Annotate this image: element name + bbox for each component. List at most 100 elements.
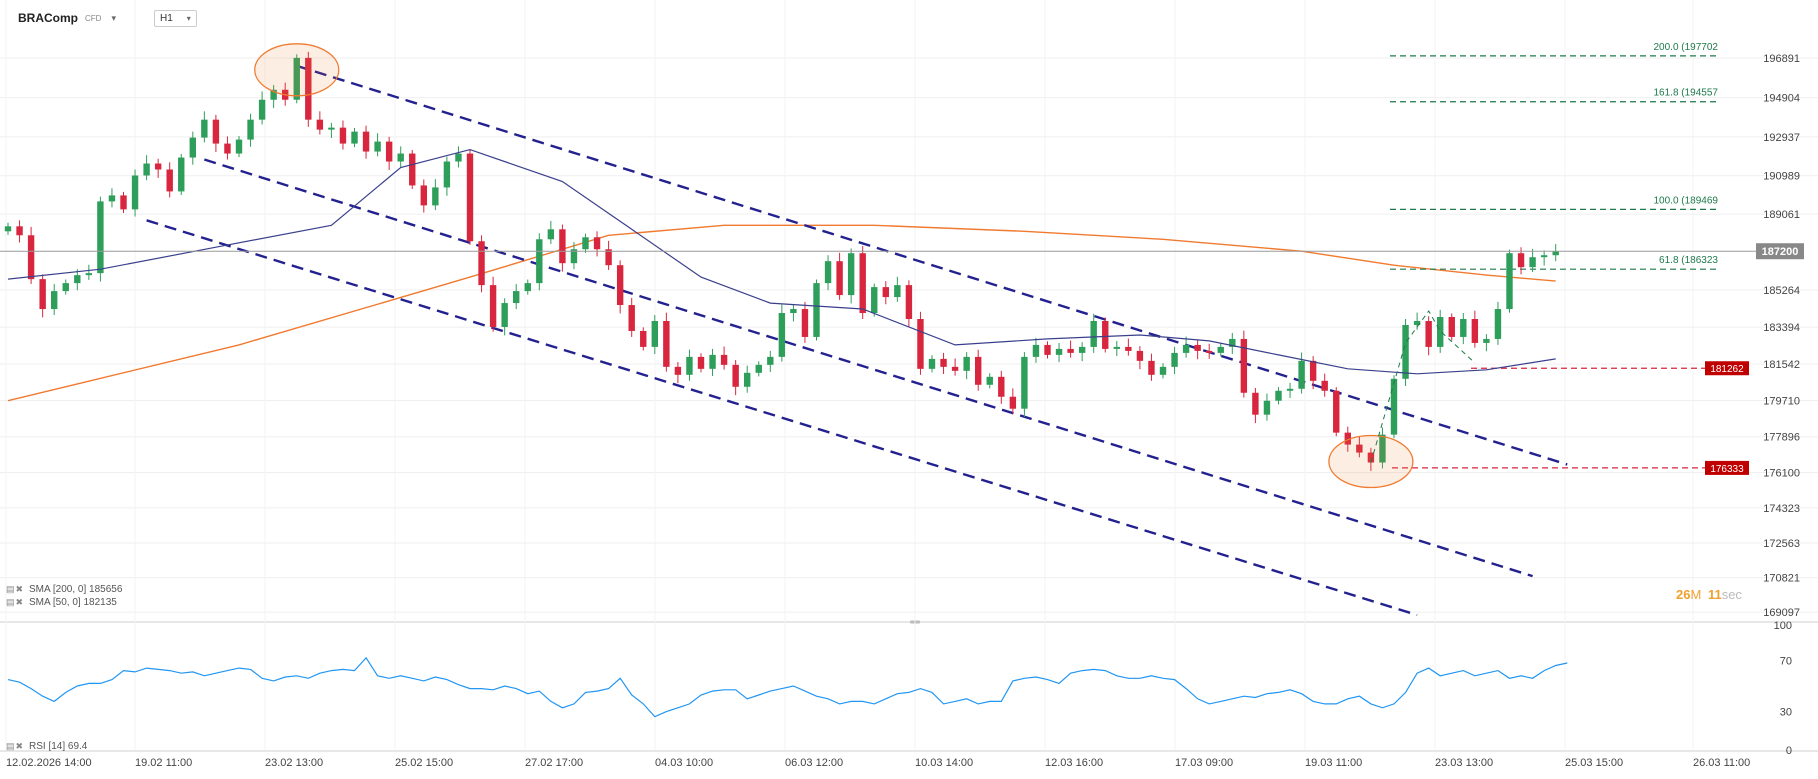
candle-body	[154, 163, 162, 170]
candle-body	[1517, 253, 1525, 268]
timeframe-value: H1	[159, 12, 173, 24]
candle-body	[1309, 360, 1317, 381]
channel-line	[203, 158, 1533, 578]
price-tick-label: 190989	[1763, 171, 1800, 183]
candle-body	[489, 285, 497, 327]
candle-body	[316, 119, 324, 130]
current-price-tag	[1756, 243, 1804, 260]
candle-body	[697, 356, 705, 369]
candle-body	[247, 119, 254, 140]
settings-icon[interactable]: ▤✖	[6, 584, 25, 594]
candle-body	[801, 309, 809, 337]
candle-body	[951, 366, 959, 371]
time-tick-label: 12.03 16:00	[1045, 757, 1103, 769]
sma-200-path	[7, 224, 1556, 402]
candle-body	[189, 137, 196, 158]
candle-body	[1402, 324, 1409, 379]
time-tick-label: 19.03 11:00	[1305, 757, 1362, 769]
candle-body	[1159, 366, 1167, 375]
price-tick-label: 176100	[1763, 467, 1800, 479]
fib-label: 61.8 (186323	[1659, 255, 1718, 266]
candle-body	[328, 127, 335, 130]
candle-body	[1460, 319, 1467, 337]
candle-body	[1113, 346, 1120, 349]
candle-body	[455, 153, 462, 162]
countdown-minutes-unit: M	[1690, 587, 1702, 602]
time-tick-label: 10.03 14:00	[915, 757, 973, 769]
countdown-minutes: 26	[1676, 587, 1691, 602]
candle-body	[351, 131, 358, 144]
price-axis: 196891 194904 192937 190989 189061 185264 1833…	[1763, 53, 1800, 619]
candle-body	[524, 283, 531, 292]
candle-body	[744, 372, 751, 387]
symbol-name[interactable]: BRAComp	[18, 11, 78, 25]
chart-toolbar: BRAComp CFD ▾ H1 ▾	[18, 8, 197, 28]
candle-body	[1506, 253, 1513, 310]
rsi-panel: 100 70 30 0	[7, 620, 1792, 757]
price-tick-label: 192937	[1763, 132, 1800, 144]
chevron-down-icon[interactable]: ▾	[111, 12, 116, 23]
candle-body	[813, 283, 820, 337]
current-price-label: 187200	[1762, 246, 1799, 258]
rsi-line	[7, 656, 1568, 718]
highlight-markers	[254, 43, 1476, 489]
time-tick-label: 12.02.2026 14:00	[6, 757, 92, 769]
price-tick-label: 194904	[1763, 93, 1800, 105]
settings-icon[interactable]: ▤✖	[6, 741, 25, 751]
candle-body	[409, 153, 416, 186]
candle-body	[1263, 400, 1271, 415]
candle-body	[74, 275, 81, 284]
sma-50-legend[interactable]: ▤✖ SMA [50, 0] 182135	[6, 596, 122, 609]
sma-200-label: SMA [200, 0] 185656	[29, 584, 123, 595]
candle-body	[1125, 346, 1132, 351]
candle-body	[224, 143, 231, 154]
candle-body	[339, 127, 347, 144]
candle-body	[466, 153, 474, 242]
settings-icon[interactable]: ▤✖	[6, 597, 25, 607]
candlesticks	[4, 51, 1559, 471]
time-tick-label: 06.03 12:00	[785, 757, 843, 769]
candle-body	[235, 139, 243, 154]
candle-body	[16, 226, 23, 236]
candle-body	[709, 354, 716, 369]
candle-body	[1413, 320, 1421, 325]
price-tick-label: 170821	[1763, 573, 1800, 585]
candle-body	[986, 376, 993, 385]
candle-body	[1333, 390, 1340, 433]
candle-body	[824, 261, 832, 284]
chevron-down-icon: ▾	[186, 13, 191, 23]
candle-body	[397, 153, 404, 162]
candle-body	[732, 364, 739, 387]
time-tick-label: 17.03 09:00	[1175, 757, 1233, 769]
candle-body	[432, 187, 439, 206]
candle-body	[628, 305, 635, 331]
time-tick-label: 26.03 11:00	[1693, 757, 1750, 769]
wave-pattern-line	[1370, 310, 1476, 463]
sma-200-legend[interactable]: ▤✖ SMA [200, 0] 185656	[6, 583, 122, 596]
sma-200-line	[7, 224, 1556, 402]
rsi-legend[interactable]: ▤✖ RSI [14] 69.4	[6, 741, 87, 752]
candle-body	[1078, 346, 1086, 353]
candle-body	[859, 253, 866, 314]
price-tick-label: 177896	[1763, 432, 1800, 444]
candle-body	[385, 141, 393, 162]
candle-body	[1286, 388, 1294, 391]
support-tag	[1705, 460, 1749, 475]
candle-body	[501, 303, 508, 327]
candle-body	[258, 99, 266, 120]
candle-body	[894, 285, 901, 298]
support-levels: 181262 176333	[1392, 361, 1749, 475]
candle-body	[362, 131, 370, 152]
candle-body	[1090, 320, 1097, 347]
candle-body	[1437, 317, 1444, 347]
candle-body	[1206, 350, 1213, 353]
time-tick-label: 25.02 15:00	[395, 757, 453, 769]
candle-body	[1044, 344, 1051, 355]
candle-body	[917, 319, 924, 369]
trend-channel	[146, 64, 1568, 617]
support-tag-label: 176333	[1710, 464, 1744, 475]
candle-body	[1148, 360, 1155, 375]
timeframe-select[interactable]: H1 ▾	[153, 9, 197, 27]
sma-50-path	[7, 148, 1556, 375]
